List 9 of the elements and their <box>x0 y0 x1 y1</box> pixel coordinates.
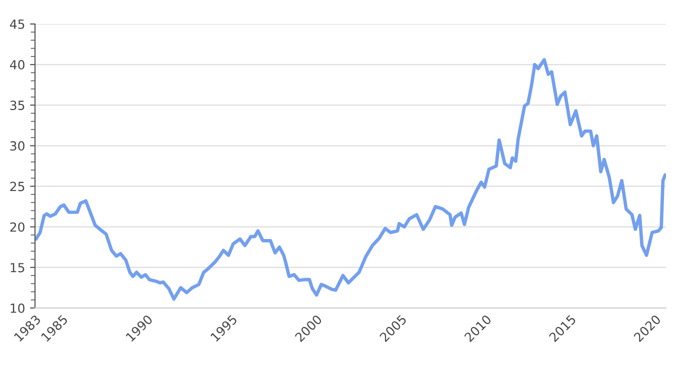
y-tick-label: 35 <box>10 100 24 110</box>
line-series <box>35 58 666 301</box>
y-tick-label: 30 <box>10 141 24 151</box>
y-tick-label: 40 <box>10 60 24 70</box>
y-tick-label: 15 <box>10 263 24 272</box>
y-tick-label: 45 <box>10 20 24 29</box>
y-tick-label: 20 <box>10 222 24 232</box>
y-tick-label: 25 <box>10 182 24 192</box>
y-tick-label: 10 <box>10 303 24 313</box>
